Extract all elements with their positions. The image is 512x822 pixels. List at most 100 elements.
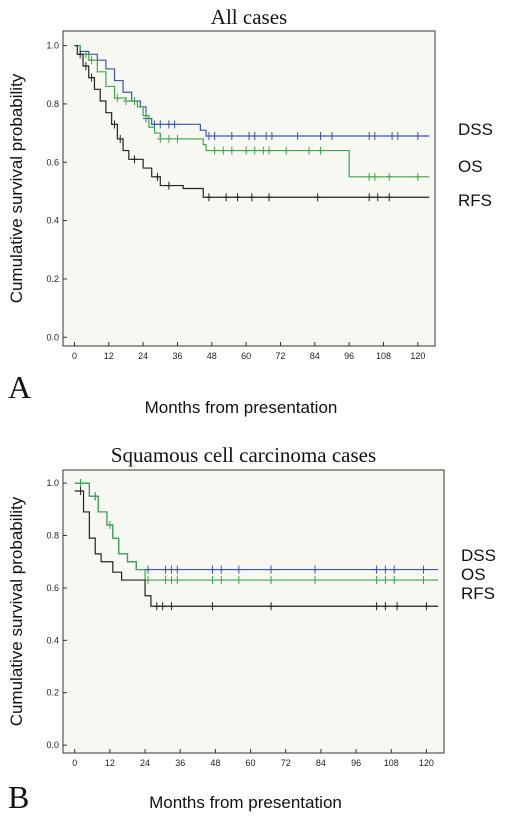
x-tick-label: 84: [316, 758, 326, 768]
censor-mark-rfs: [266, 193, 273, 202]
panel-letter: A: [8, 369, 31, 405]
series-label-rfs: RFS: [461, 584, 495, 603]
series-label-dss: DSS: [461, 546, 496, 565]
censor-mark-os: [131, 97, 138, 105]
censor-mark-os: [420, 576, 427, 585]
censor-mark-os: [391, 576, 398, 585]
censor-mark-rfs: [205, 193, 212, 202]
censor-mark-dss: [263, 132, 270, 140]
censor-mark-dss: [218, 565, 225, 574]
censor-mark-os: [373, 576, 380, 585]
plot-area: [62, 30, 436, 347]
censor-mark-rfs: [154, 172, 161, 181]
censor-mark-os: [106, 521, 113, 530]
x-tick-label: 96: [344, 351, 354, 361]
censor-mark-os: [88, 56, 95, 65]
censor-mark-dss: [373, 565, 380, 574]
panel-b: Squamous cell carcinoma cases 0.0 0.2 0.4 0.…: [7, 443, 496, 815]
y-tick-label: 1.0: [46, 41, 59, 51]
y-tick-label: 0.6: [46, 583, 59, 593]
censor-mark-rfs: [374, 193, 381, 202]
x-tick-label: 0: [72, 758, 77, 768]
censor-mark-os: [82, 50, 89, 59]
x-tick-label: 36: [172, 351, 182, 361]
y-tick-label: 0.0: [46, 332, 59, 342]
censor-mark-dss: [228, 132, 235, 140]
censor-mark-rfs: [373, 602, 380, 611]
x-tick-label: 12: [104, 351, 114, 361]
censor-mark-dss: [312, 565, 319, 574]
x-tick-label: 96: [351, 758, 361, 768]
censor-mark-rfs: [209, 602, 216, 611]
censor-mark-os: [114, 94, 121, 103]
censor-mark-rfs: [159, 602, 166, 611]
censor-mark-dss: [171, 120, 178, 129]
x-tick-label: 24: [140, 758, 150, 768]
y-tick-label: 0.4: [46, 216, 59, 226]
censor-mark-os: [92, 492, 99, 501]
x-tick-label: 24: [138, 351, 148, 361]
x-tick-label: 12: [105, 758, 115, 768]
censor-mark-os: [382, 576, 389, 585]
x-tick-label: 48: [210, 758, 220, 768]
chart-title: All cases: [211, 5, 287, 29]
censor-mark-os: [174, 134, 181, 143]
y-tick-label: 0.0: [46, 740, 59, 750]
x-tick-label: 84: [310, 351, 320, 361]
censor-mark-os: [283, 146, 290, 155]
censor-mark-dss: [205, 132, 212, 140]
censor-mark-os: [165, 134, 172, 143]
x-tick-label: 48: [207, 351, 217, 361]
censor-mark-rfs: [268, 602, 275, 611]
censor-mark-rfs: [77, 486, 84, 495]
censor-mark-os: [157, 134, 164, 143]
y-tick-label: 0.2: [46, 688, 59, 698]
censor-mark-os: [414, 172, 421, 181]
censor-mark-os: [306, 146, 313, 155]
censor-mark-os: [371, 172, 378, 181]
censor-mark-os: [366, 172, 373, 181]
censor-mark-rfs: [88, 73, 95, 82]
censor-mark-os: [312, 576, 319, 585]
x-tick-label: 72: [275, 351, 285, 361]
plot-area: [62, 469, 445, 754]
censor-mark-dss: [168, 565, 175, 574]
censor-mark-dss: [414, 132, 421, 140]
censor-mark-rfs: [82, 62, 89, 70]
censor-mark-dss: [157, 120, 164, 129]
series-line-os: [74, 44, 430, 178]
censor-mark-dss: [268, 132, 275, 140]
censor-mark-dss: [209, 565, 216, 574]
censor-mark-rfs: [77, 50, 84, 59]
censor-mark-rfs: [248, 193, 255, 202]
censor-mark-os: [211, 146, 218, 155]
censor-mark-rfs: [394, 602, 401, 611]
censor-mark-rfs: [111, 120, 118, 129]
x-axis-label: Months from presentation: [149, 793, 342, 812]
y-tick-label: 0.8: [46, 531, 59, 541]
x-tick-label: 60: [246, 758, 256, 768]
x-tick-label: 120: [410, 351, 425, 361]
censor-mark-os: [218, 576, 225, 585]
series-line-rfs: [74, 44, 430, 198]
censor-mark-dss: [420, 565, 427, 574]
censor-mark-os: [142, 111, 149, 120]
series-label-os: OS: [461, 565, 486, 584]
censor-mark-dss: [235, 565, 242, 574]
censor-mark-dss: [246, 132, 252, 140]
censor-mark-rfs: [386, 193, 393, 202]
y-tick-label: 0.6: [46, 157, 59, 167]
censor-mark-rfs: [423, 602, 430, 611]
censor-mark-os: [266, 146, 273, 155]
x-tick-label: 72: [281, 758, 291, 768]
x-tick-label: 108: [376, 351, 391, 361]
censor-mark-rfs: [153, 602, 160, 611]
censor-mark-os: [122, 97, 129, 105]
x-tick-label: 0: [72, 351, 77, 361]
censor-mark-os: [268, 576, 275, 585]
censor-mark-dss: [328, 132, 335, 140]
censor-mark-rfs: [223, 193, 230, 202]
censor-mark-os: [235, 576, 242, 585]
series-label-os: OS: [458, 157, 483, 176]
censor-mark-os: [260, 146, 267, 155]
